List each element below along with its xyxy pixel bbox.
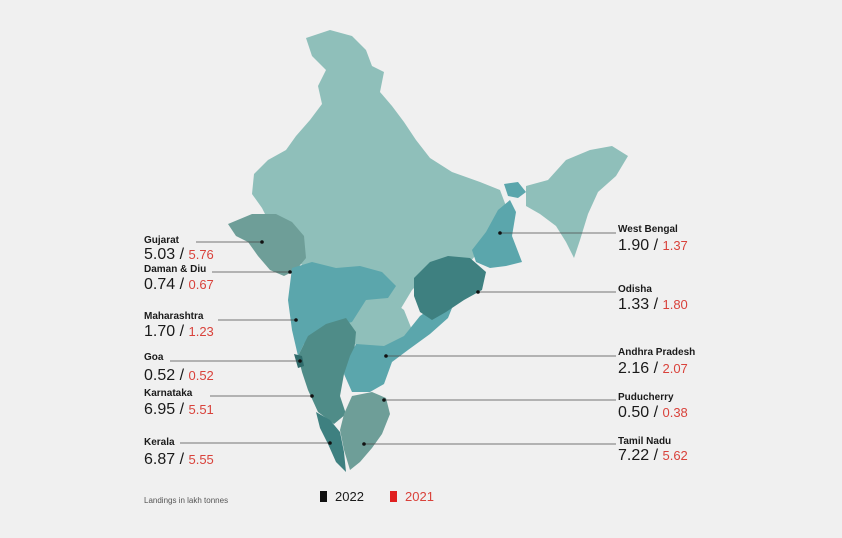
westbengal-region [472,200,522,268]
values-andhra-pradesh: 2.16 / 2.07 [618,360,688,377]
leader-dot-gujarat [260,240,264,244]
values-goa: 0.52 / 0.52 [144,367,214,384]
gujarat-region [228,214,306,276]
karnataka-2021: 5.51 [188,402,214,417]
andhra-pradesh-2022: 2.16 [618,360,650,377]
goa-2022: 0.52 [144,367,176,384]
leader-dot-tamil-nadu [362,442,366,446]
leader-lines [170,231,616,446]
west-bengal-2021: 1.37 [662,238,688,253]
values-tamil-nadu: 7.22 / 5.62 [618,447,688,464]
label-tamil-nadu: Tamil Nadu [618,436,672,447]
leader-dot-puducherry [382,398,386,402]
label-gujarat: Gujarat [144,235,180,246]
daman-diu-2021: 0.67 [188,277,214,292]
leader-dot-andhra-pradesh [384,354,388,358]
label-goa: Goa [144,352,164,363]
leader-dot-daman-diu [288,270,292,274]
legend-2021-swatch [390,491,397,502]
kerala-2022: 6.87 [144,451,176,468]
tamil-nadu-2022: 7.22 [618,447,650,464]
values-puducherry: 0.50 / 0.38 [618,404,688,421]
daman-diu-2022: 0.74 [144,276,176,293]
label-odisha: Odisha [618,284,652,295]
tamil-nadu-2021: 5.62 [662,448,688,463]
gujarat-2022: 5.03 [144,246,176,263]
legend-2021-label: 2021 [405,489,434,504]
units-caption: Landings in lakh tonnes [144,496,229,505]
maharashtra-2021: 1.23 [188,324,214,339]
goa-2021: 0.52 [188,368,214,383]
andhra-region [344,298,456,392]
odisha-2021: 1.80 [662,297,688,312]
maharashtra-2022: 1.70 [144,323,176,340]
leader-dot-karnataka [310,394,314,398]
legend-2022-swatch [320,491,327,502]
odisha-region [414,256,486,320]
leader-dot-goa [298,359,302,363]
values-daman-diu: 0.74 / 0.67 [144,276,214,293]
values-gujarat: 5.03 / 5.76 [144,246,214,263]
values-west-bengal: 1.90 / 1.37 [618,237,688,254]
leader-dot-maharashtra [294,318,298,322]
puducherry-2022: 0.50 [618,404,650,421]
label-kerala: Kerala [144,437,175,448]
west-bengal-2022: 1.90 [618,237,650,254]
gujarat-2021: 5.76 [188,247,214,262]
label-puducherry: Puducherry [618,392,674,403]
leader-dot-west-bengal [498,231,502,235]
leader-dot-odisha [476,290,480,294]
legend-2021: 2021 [390,489,434,504]
values-maharashtra: 1.70 / 1.23 [144,323,214,340]
sikkim-region [504,182,526,198]
northeast-region [526,146,628,258]
leader-dot-kerala [328,441,332,445]
label-karnataka: Karnataka [144,388,193,399]
odisha-2022: 1.33 [618,296,650,313]
label-maharashtra: Maharashtra [144,311,204,322]
label-daman-diu: Daman & Diu [144,264,207,275]
puducherry-2021: 0.38 [662,405,688,420]
values-kerala: 6.87 / 5.55 [144,451,214,468]
interior-region [352,298,412,348]
andhra-pradesh-2021: 2.07 [662,361,688,376]
values-karnataka: 6.95 / 5.51 [144,401,214,418]
kerala-2021: 5.55 [188,452,214,467]
values-odisha: 1.33 / 1.80 [618,296,688,313]
legend-2022: 2022 [320,489,364,504]
legend-2022-label: 2022 [335,489,364,504]
label-andhra-pradesh: Andhra Pradesh [618,347,696,358]
tamilnadu-region [340,392,390,470]
label-west-bengal: West Bengal [618,224,678,235]
karnataka-2022: 6.95 [144,401,176,418]
